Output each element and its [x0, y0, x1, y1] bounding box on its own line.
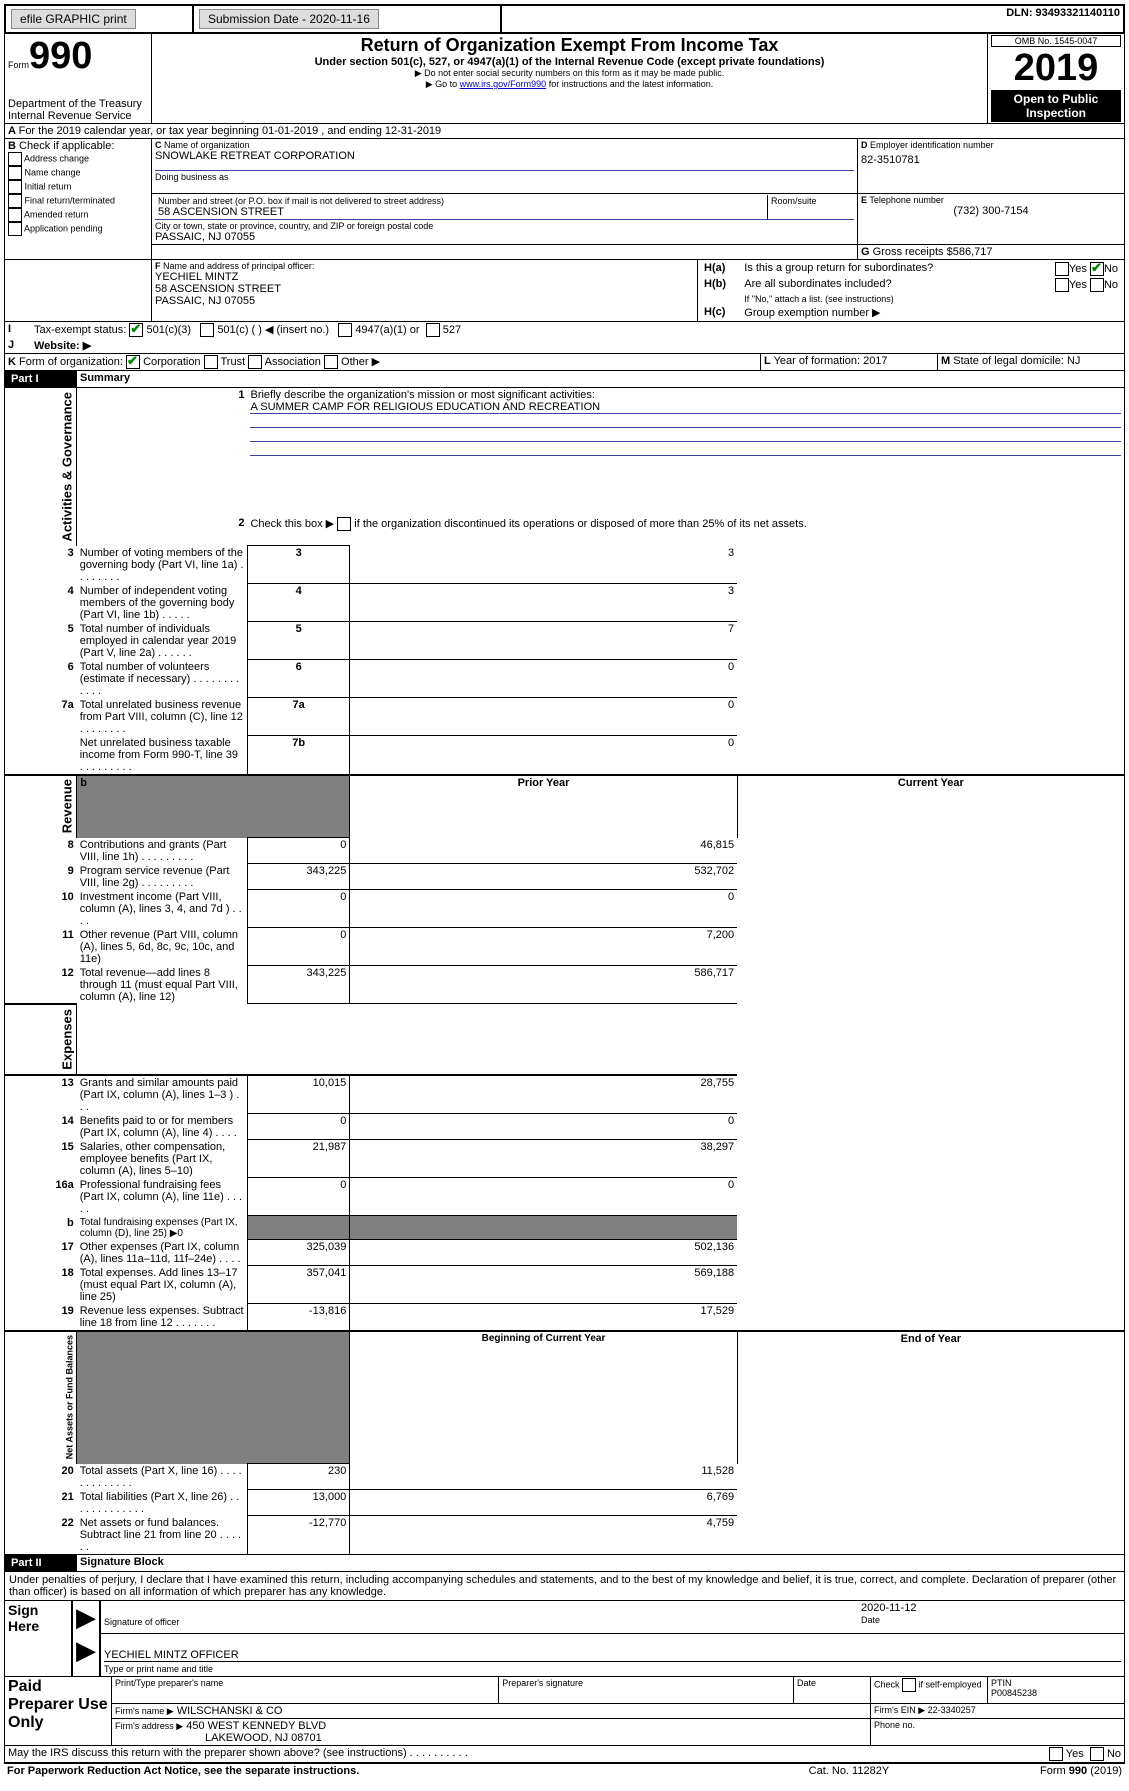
- ha-no[interactable]: [1090, 262, 1104, 276]
- form-number: 990: [29, 35, 92, 77]
- 501c3-check[interactable]: [129, 323, 143, 337]
- part1-label: Part I: [5, 371, 78, 388]
- declaration: Under penalties of perjury, I declare th…: [4, 1572, 1125, 1601]
- discuss-yes[interactable]: [1049, 1747, 1063, 1761]
- gross-receipts: 586,717: [953, 246, 993, 258]
- exp-label: Expenses: [5, 1004, 77, 1075]
- ha-yes[interactable]: [1055, 262, 1069, 276]
- paperwork: For Paperwork Reduction Act Notice, see …: [4, 1764, 758, 1778]
- dept: Department of the Treasury Internal Reve…: [8, 98, 148, 122]
- cat-no: Cat. No. 11282Y: [758, 1764, 940, 1778]
- self-emp-check[interactable]: [902, 1678, 916, 1692]
- form-header: Form990 Department of the Treasury Inter…: [4, 34, 1125, 124]
- entity-block: B Check if applicable: Address change Na…: [4, 139, 1125, 260]
- ptin: P00845238: [991, 1688, 1037, 1698]
- discuss-line: May the IRS discuss this return with the…: [5, 1746, 959, 1763]
- street: 58 ASCENSION STREET: [158, 206, 284, 218]
- omb: OMB No. 1545-0047: [991, 35, 1121, 47]
- note1: ▶ Do not enter social security numbers o…: [155, 68, 984, 79]
- a-line: For the 2019 calendar year, or tax year …: [19, 125, 442, 137]
- dln: DLN: 93493321140110: [535, 5, 1124, 33]
- mission: A SUMMER CAMP FOR RELIGIOUS EDUCATION AN…: [250, 401, 600, 413]
- net-label: Net Assets or Fund Balances: [5, 1331, 77, 1464]
- signature-block: Sign Here ▶ Signature of officer 2020-11…: [4, 1601, 1125, 1678]
- part2-label: Part II: [5, 1555, 78, 1572]
- city: PASSAIC, NJ 07055: [155, 231, 854, 243]
- topbar: efile GRAPHIC print Submission Date - 20…: [4, 4, 1125, 34]
- year-formation: Year of formation: 2017: [774, 355, 888, 367]
- preparer-block: Paid Preparer Use Only Print/Type prepar…: [4, 1677, 1125, 1746]
- sign-date: 2020-11-12: [861, 1602, 916, 1614]
- domicile: State of legal domicile: NJ: [953, 355, 1080, 367]
- efile-button[interactable]: efile GRAPHIC print: [11, 9, 136, 29]
- phone: (732) 300-7154: [861, 205, 1121, 217]
- ein: 82-3510781: [861, 154, 1121, 166]
- corp-check[interactable]: [126, 355, 140, 369]
- line2-check[interactable]: [337, 517, 351, 531]
- summary-table: Activities & Governance 1 Briefly descri…: [4, 388, 1125, 1555]
- org-name: SNOWLAKE RETREAT CORPORATION: [155, 150, 854, 162]
- officer-name: YECHIEL MINTZ: [155, 271, 694, 283]
- hb-no[interactable]: [1090, 278, 1104, 292]
- firm-ein: 22-3340257: [928, 1705, 976, 1715]
- form-title: Return of Organization Exempt From Incom…: [155, 35, 984, 56]
- hb-yes[interactable]: [1055, 278, 1069, 292]
- firm-name: WILSCHANSKI & CO: [177, 1705, 283, 1717]
- subtitle: Under section 501(c), 527, or 4947(a)(1)…: [155, 56, 984, 68]
- tax-year: 2019: [991, 47, 1121, 90]
- discuss-no[interactable]: [1090, 1747, 1104, 1761]
- subdate-button[interactable]: Submission Date - 2020-11-16: [199, 9, 379, 29]
- form-label: Form: [8, 60, 29, 70]
- rev-label: Revenue: [5, 775, 77, 838]
- gov-label: Activities & Governance: [5, 388, 77, 546]
- open-public: Open to Public Inspection: [991, 90, 1121, 122]
- firm-addr: 450 WEST KENNEDY BLVD: [186, 1720, 326, 1732]
- officer: YECHIEL MINTZ OFFICER: [104, 1649, 239, 1661]
- irs-link[interactable]: www.irs.gov/Form990: [460, 79, 547, 89]
